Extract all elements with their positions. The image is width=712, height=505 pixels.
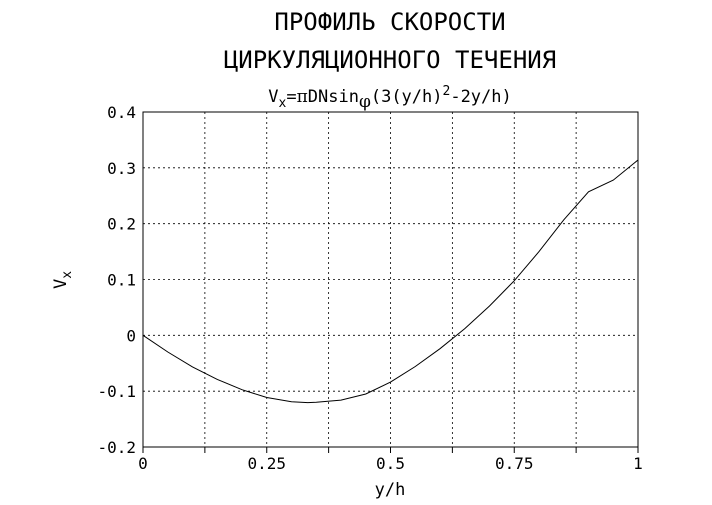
x-tick-label: 0.5: [376, 454, 405, 473]
y-tick-label: 0.3: [107, 159, 136, 178]
y-tick-label: -0.2: [97, 438, 136, 457]
x-tick-label: 0: [138, 454, 148, 473]
y-tick-label: 0.1: [107, 271, 136, 290]
y-tick-label: 0.2: [107, 215, 136, 234]
x-tick-label: 0.25: [247, 454, 286, 473]
x-axis-label: y/h: [375, 480, 406, 500]
y-tick-label: -0.1: [97, 382, 136, 401]
chart-formula: Vx=πDNsinφ(3(y/h)2-2y/h): [268, 84, 512, 112]
series-line: [142, 159, 639, 404]
y-tick-label: 0: [126, 326, 136, 345]
axis-ticks: 0 0.25 0.5 0.75 1 -0.2 -0.1 0 0.1 0.2 0.3 0.4: [97, 103, 642, 473]
x-tick-label: 0.75: [495, 454, 534, 473]
grid-lines: [143, 112, 638, 447]
chart-title-line2: ЦИРКУЛЯЦИОННОГО ТЕЧЕНИЯ: [224, 46, 556, 74]
x-tick-label: 1: [633, 454, 643, 473]
y-axis-label: Vx: [51, 271, 75, 289]
y-tick-label: 0.4: [107, 103, 136, 122]
chart-title-line1: ПРОФИЛЬ СКОРОСТИ: [274, 8, 505, 36]
